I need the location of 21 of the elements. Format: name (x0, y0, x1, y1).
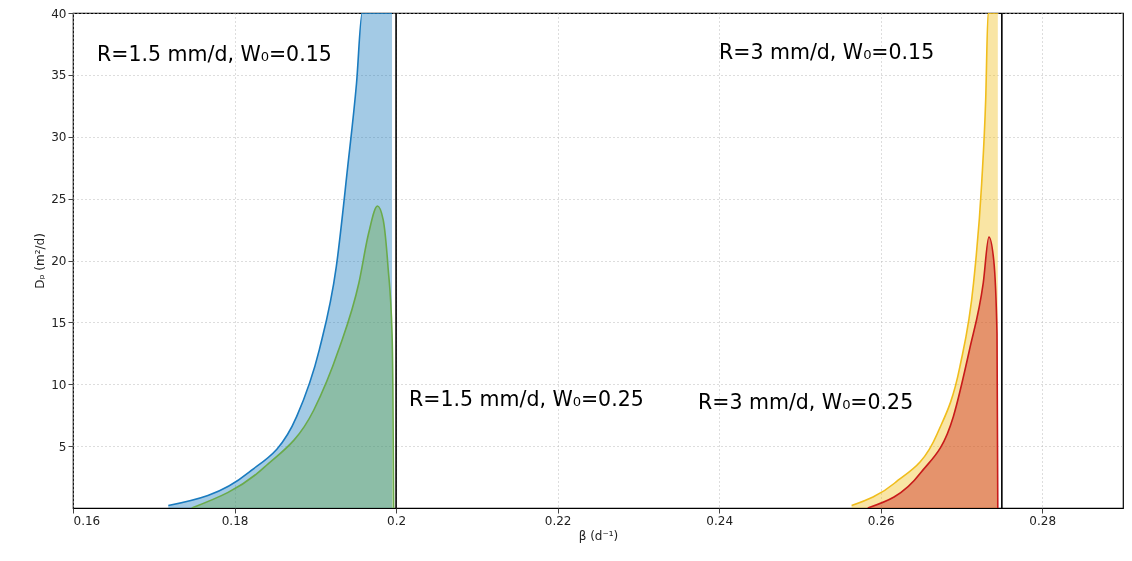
annotation: R=1.5 mm/d, W₀=0.25 (409, 387, 644, 411)
x-tick-label: 0.24 (706, 513, 734, 528)
annotation: R=3 mm/d, W₀=0.25 (698, 390, 914, 414)
y-tick-label: 25 (51, 192, 67, 207)
annotation: R=3 mm/d, W₀=0.15 (719, 40, 935, 64)
x-tick-label: 0.16 (73, 513, 101, 528)
x-axis-title: β (d⁻¹) (578, 528, 619, 543)
y-tick-label: 30 (51, 130, 67, 145)
y-tick-label: 5 (58, 439, 67, 454)
x-tick-label: 0.26 (867, 513, 895, 528)
y-tick-label: 40 (51, 6, 67, 21)
x-tick-label: 0.28 (1029, 513, 1057, 528)
x-tick-label: 0.2 (387, 513, 407, 528)
y-tick-label: 20 (51, 254, 67, 268)
y-tick-label: 15 (51, 315, 67, 330)
x-tick-label: 0.18 (221, 513, 249, 528)
y-tick-label: 35 (51, 68, 67, 83)
annotation: R=1.5 mm/d, W₀=0.15 (97, 42, 332, 66)
x-tick-label: 0.22 (544, 513, 572, 528)
y-tick-label: 10 (51, 377, 67, 392)
y-axis-title: Dₚ (m²/d) (33, 233, 48, 289)
